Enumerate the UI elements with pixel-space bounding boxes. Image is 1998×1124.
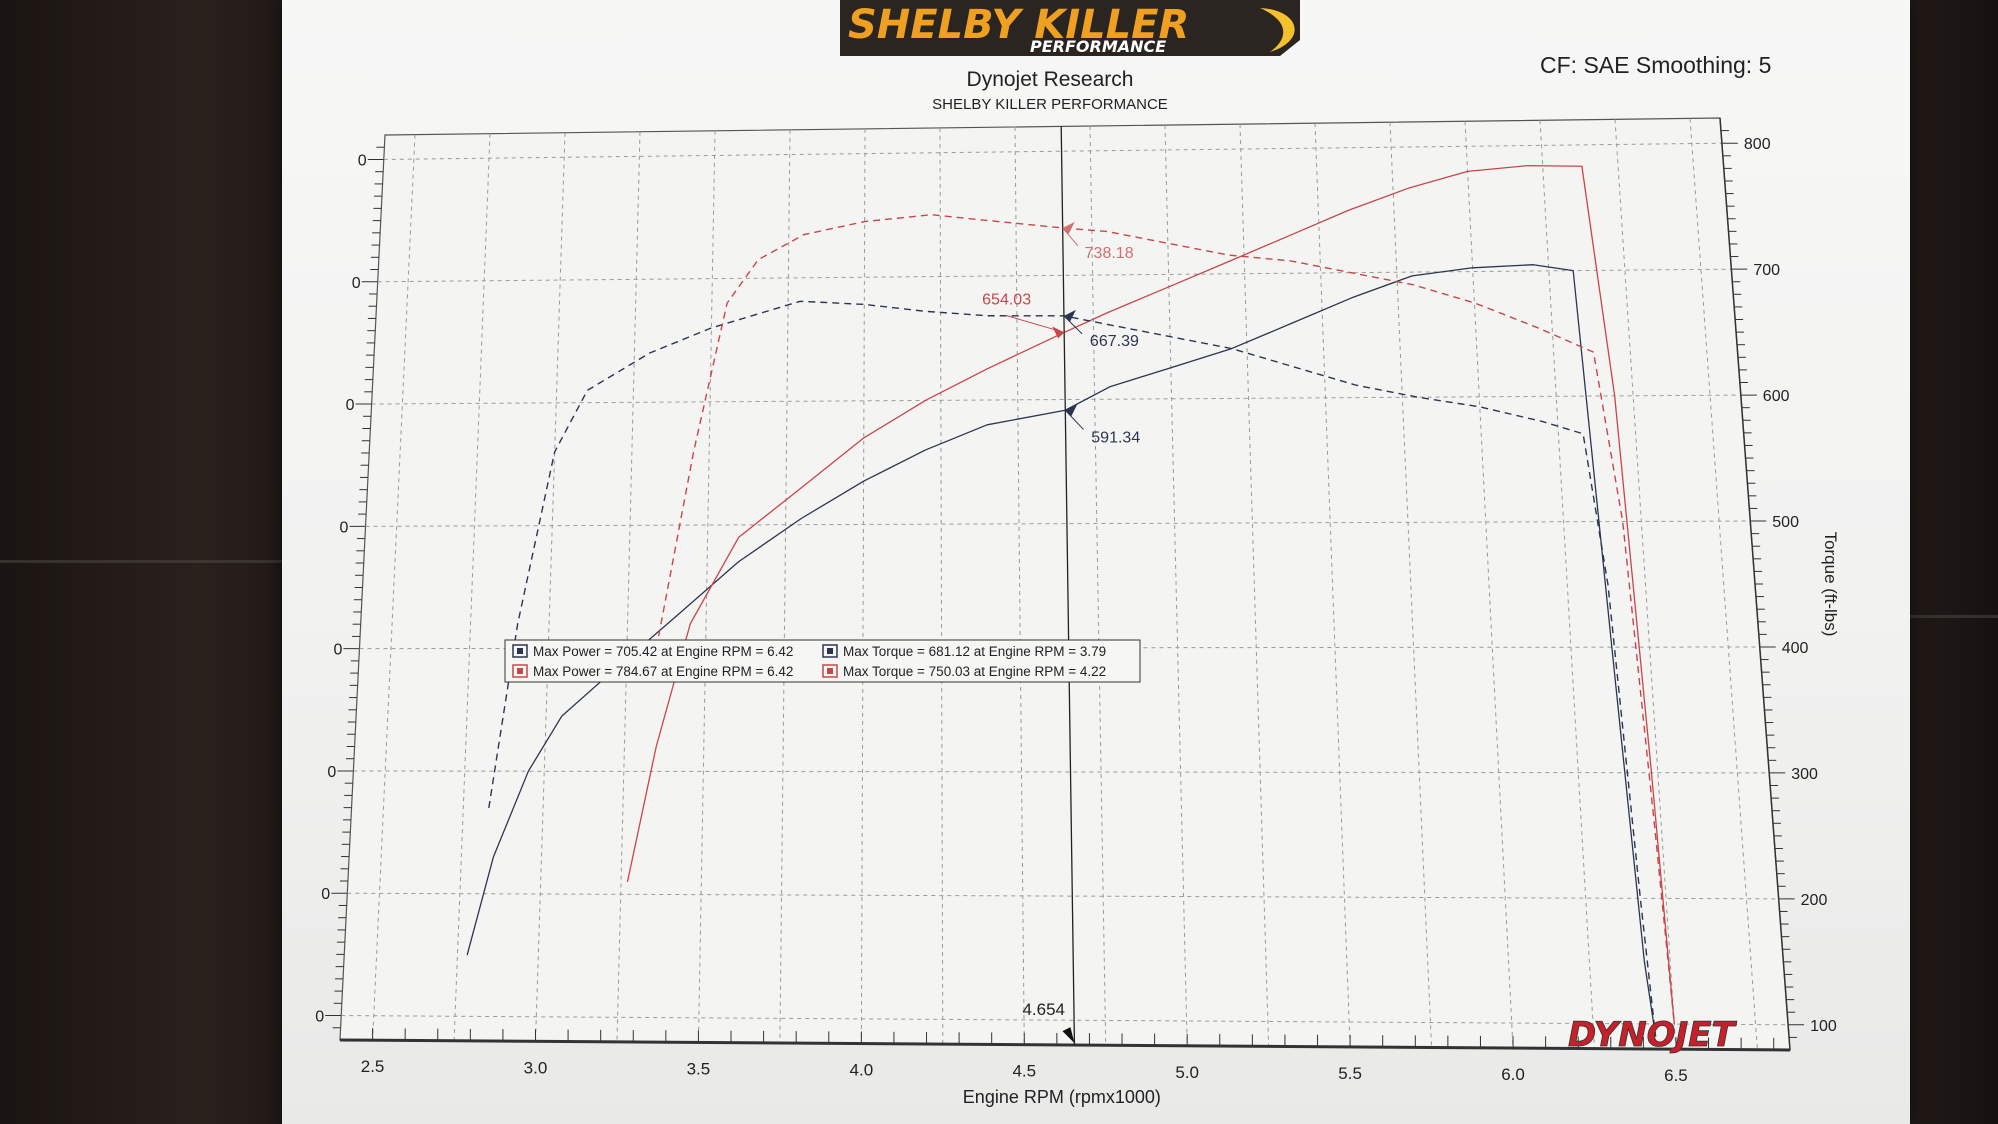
x-tick-label: 6.5 <box>1664 1066 1688 1085</box>
x-tick-label: 2.5 <box>361 1057 385 1076</box>
legend-swatch-dot <box>827 668 833 674</box>
y-left-tick-label: 0 <box>327 764 336 781</box>
grid-line-x <box>1164 125 1188 1046</box>
legend-entry: Max Power = 705.42 at Engine RPM = 6.42 <box>533 644 793 659</box>
grid-line-x <box>1014 126 1025 1045</box>
x-tick-label: 6.0 <box>1501 1065 1525 1084</box>
grid-line-x <box>1689 118 1758 1050</box>
cursor-value-label: 591.34 <box>1091 429 1140 446</box>
cursor-value-leader <box>1063 315 1083 335</box>
x-tick-label: 3.5 <box>687 1059 711 1078</box>
y-left-tick-label: 0 <box>315 1009 324 1026</box>
legend-swatch <box>512 664 528 678</box>
grid-line-x <box>1464 121 1514 1049</box>
y-right-tick-label: 700 <box>1753 262 1780 279</box>
grid-line-x <box>939 127 944 1045</box>
logo-sub-text: PERFORMANCE <box>1030 37 1166 56</box>
x-axis-line <box>339 1038 1791 1052</box>
y-left-tick-label: 0 <box>346 397 355 414</box>
legend-swatch <box>512 644 528 658</box>
grid-line-x <box>779 129 791 1044</box>
grid-line-x <box>860 128 866 1044</box>
cursor-value-label: 738.18 <box>1085 245 1134 262</box>
grid-line-x <box>1314 123 1351 1047</box>
dynojet-brand-logo: DYNOJET <box>1568 1015 1737 1055</box>
y-right-tick-label: 200 <box>1801 892 1828 909</box>
y-left-tick-label: 0 <box>358 152 367 169</box>
y-left-tick-label: 0 <box>352 275 361 292</box>
legend-entry: Max Power = 784.67 at Engine RPM = 6.42 <box>533 664 793 679</box>
legend-swatch <box>822 644 838 658</box>
grid-line-y <box>365 520 1751 527</box>
logo-main-text: SHELBY KILLER <box>848 2 1189 48</box>
y-right-tick-label: 300 <box>1791 766 1818 783</box>
x-tick-label: 4.5 <box>1012 1062 1036 1081</box>
grid-line-x <box>1089 126 1107 1046</box>
y-left-tick-label: 0 <box>333 642 342 659</box>
legend-swatch-dot <box>517 668 523 674</box>
y-right-tick-label: 500 <box>1772 514 1799 531</box>
shelby-killer-logo: SHELBY KILLER PERFORMANCE <box>840 0 1300 56</box>
series-line <box>626 164 1675 1025</box>
legend-entry: Max Torque = 681.12 at Engine RPM = 3.79 <box>843 644 1106 659</box>
plot-area <box>339 117 1791 1051</box>
y-right-tick-label: 100 <box>1810 1018 1837 1035</box>
y-left-tick-label: 0 <box>321 886 330 903</box>
cursor-x-label: 4.654 <box>1022 1000 1065 1019</box>
x-tick-label: 5.0 <box>1175 1063 1199 1082</box>
grid-line-x <box>1239 124 1270 1047</box>
series-line <box>488 300 1657 1037</box>
cursor-value-leader <box>1064 409 1084 430</box>
x-tick-label: 3.0 <box>524 1058 548 1077</box>
legend-swatch <box>822 664 838 678</box>
x-tick-label: 4.0 <box>850 1061 874 1080</box>
cursor-line <box>1060 126 1076 1046</box>
cursor-x-marker <box>1062 1027 1075 1044</box>
grid-line-x <box>372 134 416 1041</box>
grid-line-x <box>1389 122 1433 1048</box>
grid-line-y <box>377 268 1732 283</box>
x-tick-label: 5.5 <box>1338 1064 1362 1083</box>
series-line <box>657 213 1676 1025</box>
cursor-value-label: 667.39 <box>1090 333 1139 350</box>
x-axis-label: Engine RPM (rpmx1000) <box>963 1087 1161 1107</box>
chart-title: Dynojet Research <box>966 68 1134 91</box>
grid-line-y <box>347 892 1779 900</box>
chart-subtitle: SHELBY KILLER PERFORMANCE <box>932 96 1168 113</box>
grid-line-y <box>353 770 1770 774</box>
y-right-tick-label: 600 <box>1763 388 1790 405</box>
grid-line-x <box>1614 119 1677 1050</box>
cursor-value-label: 654.03 <box>982 291 1031 308</box>
grid-line-y <box>383 142 1722 160</box>
grid-line-y <box>341 1015 1789 1026</box>
legend-swatch-dot <box>517 648 523 654</box>
legend: Max Power = 705.42 at Engine RPM = 6.42 M… <box>504 639 1141 683</box>
y-left-tick-label: 0 <box>340 519 349 536</box>
cursor-value-leader <box>1062 227 1079 247</box>
grid-line-x <box>1539 120 1595 1049</box>
y-right-tick-label: 800 <box>1744 136 1771 153</box>
y-right-tick-label: 400 <box>1782 640 1809 657</box>
legend-entry: Max Torque = 750.03 at Engine RPM = 4.22 <box>843 664 1106 679</box>
y-axis-label-right: Torque (ft-lbs) <box>1821 532 1840 637</box>
cursor-value-leader <box>1006 315 1065 333</box>
legend-swatch-dot <box>827 648 833 654</box>
cf-smoothing-label: CF: SAE Smoothing: 5 <box>1540 52 1772 78</box>
